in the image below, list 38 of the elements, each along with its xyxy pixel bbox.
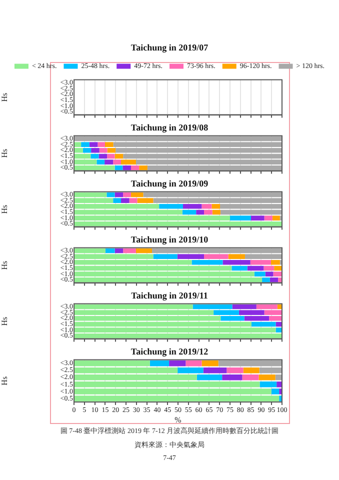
y-axis-title: Hs	[0, 204, 9, 214]
chart-title: Taichung in 2019/10	[130, 234, 209, 245]
bar	[153, 254, 178, 259]
bar	[114, 165, 123, 170]
bar	[186, 360, 202, 366]
bar	[139, 165, 148, 170]
bar	[279, 396, 282, 402]
bar	[272, 216, 280, 220]
bar	[123, 248, 136, 254]
bar	[228, 254, 245, 259]
chart-title: Taichung in 2019/08	[130, 122, 209, 133]
bar	[202, 360, 218, 366]
bar	[169, 360, 186, 366]
bar	[105, 248, 115, 254]
bar	[150, 360, 170, 366]
bar	[232, 266, 248, 271]
y-axis-title: Hs	[0, 260, 9, 270]
chart-title: Taichung in 2019/12	[130, 346, 209, 357]
bar	[192, 260, 223, 265]
bar	[136, 248, 152, 254]
bar	[177, 254, 204, 259]
chart-title: Taichung in 2019/11	[131, 290, 208, 301]
bar	[130, 165, 140, 170]
chart-title: Taichung in 2019/09	[130, 178, 209, 189]
y-axis-title: Hs	[0, 92, 9, 102]
bar	[276, 328, 282, 332]
bar	[251, 216, 264, 220]
bar	[251, 322, 276, 327]
bar	[204, 254, 228, 259]
bar	[230, 216, 252, 220]
y-axis-title: Hs	[0, 148, 9, 158]
bar	[264, 216, 272, 220]
y-axis-title: Hs	[0, 316, 9, 326]
chart-title: Taichung in 2019/07	[130, 42, 209, 53]
y-axis-title: Hs	[0, 376, 9, 386]
x-axis-title: %	[174, 415, 182, 424]
bar	[122, 165, 131, 170]
bar	[114, 248, 124, 254]
